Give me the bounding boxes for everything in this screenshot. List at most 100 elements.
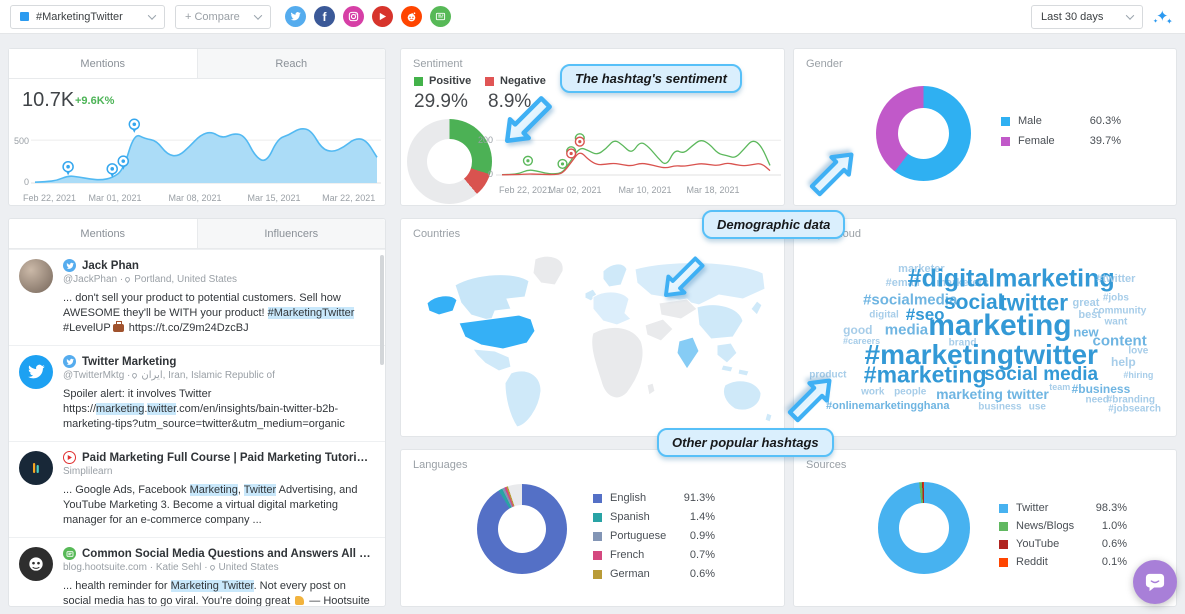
cloud-word[interactable]: community: [1092, 305, 1147, 317]
cloud-word[interactable]: #socialmedia: [863, 291, 958, 309]
tab-mentions[interactable]: Mentions: [9, 49, 198, 78]
feed-card: Mentions Influencers Jack Phan @JackPhan…: [8, 218, 386, 607]
compare-select[interactable]: + Compare: [175, 4, 271, 29]
twitter-icon: [63, 355, 76, 368]
cloud-word[interactable]: marketers: [936, 276, 989, 289]
sources-donut: [878, 482, 970, 574]
cloud-word[interactable]: #careers: [843, 336, 881, 347]
cloud-word[interactable]: #marketing: [863, 361, 987, 388]
cloud-word[interactable]: #business: [1071, 381, 1131, 396]
instagram-icon[interactable]: [343, 6, 364, 27]
twitter-icon[interactable]: [285, 6, 306, 27]
author-meta: @JackPhan · Portland, United States: [63, 274, 238, 285]
y-axis-label: 0: [23, 177, 29, 187]
author-meta: Simplilearn: [63, 466, 113, 477]
negative-swatch: [485, 76, 494, 86]
chevron-down-icon: [1125, 10, 1135, 20]
cloud-word[interactable]: twitter: [999, 289, 1069, 316]
cloud-word[interactable]: best: [1078, 308, 1102, 321]
sources-card: Sources Twitter 98.3% News/Blogs 1.0% YouT…: [793, 449, 1177, 607]
cloud-word[interactable]: #twitter: [1096, 272, 1136, 285]
date-range-select[interactable]: Last 30 days: [1031, 4, 1143, 29]
feed-item[interactable]: Common Social Media Questions and Answer…: [9, 537, 385, 606]
cloud-word[interactable]: business: [978, 401, 1022, 413]
mention-text: Spoiler alert: it involves Twitter https…: [63, 388, 345, 430]
tab-influencers[interactable]: Influencers: [264, 227, 319, 240]
cloud-word[interactable]: social media: [984, 364, 1099, 386]
youtube-icon[interactable]: [372, 6, 393, 27]
tab-feed-mentions[interactable]: Mentions: [9, 219, 198, 248]
tab-reach[interactable]: Reach: [275, 57, 308, 70]
news-icon[interactable]: [430, 6, 451, 27]
author-name: Twitter Marketing: [82, 355, 177, 368]
cloud-word[interactable]: team: [1049, 381, 1071, 392]
cloud-word[interactable]: work: [861, 386, 885, 398]
cloud-word[interactable]: #marketingtwitter: [864, 338, 1098, 370]
twitter-icon: [63, 259, 76, 272]
cloud-word[interactable]: marketer: [898, 263, 945, 276]
cloud-word[interactable]: great: [1072, 297, 1100, 310]
cloud-word[interactable]: marketing twitter: [936, 386, 1049, 403]
cloud-word[interactable]: people: [894, 386, 927, 398]
legend-spanish: Spanish 1.4%: [593, 511, 715, 523]
author-meta: blog.hootsuite.com · Katie Sehl · United…: [63, 562, 279, 573]
cloud-word[interactable]: digital: [869, 309, 899, 321]
feed-item[interactable]: Paid Marketing Full Course | Paid Market…: [9, 441, 385, 537]
cloud-word[interactable]: #onlinemarketingghana: [826, 399, 950, 412]
languages-card: Languages English 91.3% Spanish 1.4% Portu…: [400, 449, 785, 607]
feed-item[interactable]: Jack Phan @JackPhan · Portland, United S…: [9, 249, 385, 345]
y-axis-label: 500: [13, 136, 29, 146]
cloud-word[interactable]: #seo: [905, 304, 945, 324]
sentiment-line-chart: [496, 133, 781, 176]
y-axis-label: 0: [487, 169, 493, 179]
mention-title: Common Social Media Questions and Answer…: [82, 547, 371, 560]
cloud-word[interactable]: new: [1073, 324, 1099, 340]
project-label: #MarketingTwitter: [36, 10, 123, 23]
world-map: [426, 255, 773, 428]
cloud-word[interactable]: help: [1111, 355, 1136, 370]
compare-label: + Compare: [185, 10, 240, 23]
cloud-word[interactable]: content: [1092, 332, 1147, 350]
cloud-word[interactable]: social: [943, 291, 1004, 315]
cloud-word[interactable]: #digitalmarketing: [907, 264, 1115, 293]
ai-sparkle-icon[interactable]: ✦ ✦ ✦: [1153, 7, 1173, 26]
word-cloud: marketer #email marketers #digitalmarketing…: [798, 243, 1172, 432]
facebook-icon[interactable]: f: [314, 6, 335, 27]
cloud-word[interactable]: good: [843, 322, 873, 337]
arrow-up-right-icon: [806, 146, 860, 200]
legend-french: French 0.7%: [593, 549, 715, 561]
callout-hashtags: Other popular hashtags: [657, 428, 834, 457]
scrollbar[interactable]: [380, 255, 384, 365]
cloud-word[interactable]: need: [1085, 394, 1109, 406]
legend-female: Female 39.7%: [1001, 135, 1121, 147]
avatar: [19, 355, 53, 389]
avatar: [19, 547, 53, 581]
legend-negative: Negative: [485, 75, 546, 87]
cloud-word[interactable]: #hiring: [1123, 370, 1154, 381]
countries-card: Countries: [400, 218, 785, 437]
cloud-word[interactable]: brand: [948, 337, 977, 349]
chat-launcher-button[interactable]: [1133, 560, 1177, 604]
cloud-word[interactable]: media: [884, 321, 929, 339]
avatar: [19, 259, 53, 293]
cloud-word[interactable]: use: [1028, 401, 1046, 413]
cloud-word[interactable]: #email: [885, 276, 920, 289]
feed-item[interactable]: Twitter Marketing @TwitterMktg · ایران, …: [9, 345, 385, 441]
cloud-word[interactable]: product: [809, 369, 847, 381]
cloud-word[interactable]: #jobsearch: [1108, 403, 1161, 415]
card-title: Sources: [806, 459, 847, 471]
cloud-word[interactable]: love: [1128, 345, 1149, 357]
chevron-down-icon: [147, 10, 157, 20]
avatar: [19, 451, 53, 485]
cloud-word[interactable]: #jobs: [1102, 292, 1129, 304]
cloud-word[interactable]: marketing: [928, 309, 1072, 343]
callout-demographic: Demographic data: [702, 210, 846, 239]
project-color-swatch: [20, 12, 29, 21]
cloud-word[interactable]: #branding: [1106, 394, 1156, 406]
date-range-label: Last 30 days: [1041, 10, 1104, 23]
legend-male: Male 60.3%: [1001, 115, 1121, 127]
reddit-icon[interactable]: [401, 6, 422, 27]
cloud-word[interactable]: want: [1104, 316, 1128, 328]
project-select[interactable]: #MarketingTwitter: [10, 4, 165, 29]
legend-twitter: Twitter 98.3%: [999, 502, 1127, 514]
